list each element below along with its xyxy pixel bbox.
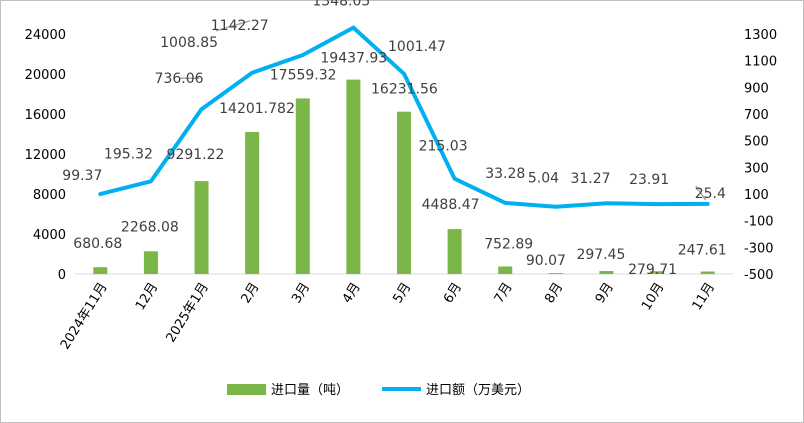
legend: 进口量（吨） 进口额（万美元） [227, 383, 530, 398]
x-axis-tick-label: 10月 [639, 280, 667, 313]
line-series [98, 25, 710, 209]
line-data-label: 1142.27 [211, 18, 269, 34]
right-axis-tick-label: 500 [744, 135, 769, 150]
bar-data-label: 279.71 [628, 262, 677, 278]
right-axis-tick-label: -300 [744, 241, 774, 256]
line-data-label: 23.91 [629, 172, 669, 188]
line-data-label: 99.37 [62, 168, 102, 184]
bar-data-label: 19437.93 [320, 51, 387, 67]
bar-data-label: 247.61 [678, 243, 727, 259]
bar [346, 79, 361, 274]
right-axis-tick-label: 1100 [744, 55, 777, 70]
legend-swatch-bar [227, 384, 266, 395]
bar [93, 267, 108, 274]
bar [245, 131, 260, 274]
right-axis-tick-label: -500 [744, 268, 774, 283]
bar-data-label: 90.07 [526, 253, 566, 269]
bar [143, 251, 158, 274]
left-axis-tick-label: 8000 [33, 188, 66, 203]
line-data-label: 736.06 [155, 71, 204, 87]
bar [700, 271, 715, 274]
legend-label-bar: 进口量（吨） [271, 383, 349, 398]
line-path [98, 25, 710, 209]
bar [194, 181, 209, 274]
bar-data-label: 14201.782 [219, 101, 295, 117]
left-axis-tick-label: 24000 [25, 28, 66, 43]
left-axis-tick-label: 20000 [25, 68, 66, 83]
leader-line [215, 20, 251, 32]
x-axis-tick-label: 5月 [390, 280, 414, 306]
line-data-label: 33.28 [485, 166, 525, 182]
leader-line [695, 185, 707, 201]
left-axis-tick-label: 12000 [25, 148, 66, 163]
right-axis-tick-label: -100 [744, 215, 774, 230]
bar [295, 98, 310, 274]
x-axis-tick-label: 4月 [340, 280, 364, 306]
x-axis-tick-label: 2024年11月 [58, 280, 111, 352]
right-axis-tick-label: 900 [744, 81, 769, 96]
line-data-label: 1008.85 [160, 35, 218, 51]
line-data-label: 1348.05 [312, 0, 370, 10]
bar [650, 271, 665, 274]
x-axis-tick-label: 9月 [593, 280, 617, 306]
right-axis-tick-label: 300 [744, 161, 769, 176]
bar-data-label: 4488.47 [422, 197, 480, 213]
legend-label-line: 进口额（万美元） [426, 383, 530, 398]
right-y-axis: -500 -300 -100 100 300 500 700 900 1100 1300 [744, 28, 777, 283]
x-axis-tick-label: 6月 [441, 280, 465, 306]
x-axis-tick-label: 2月 [239, 280, 263, 306]
left-y-axis: 0 4000 8000 12000 16000 20000 24000 [25, 28, 66, 283]
bar [548, 273, 563, 274]
x-axis-tick-label: 11月 [690, 280, 718, 313]
bar-data-label: 2268.08 [121, 219, 179, 235]
bar-data-label: 16231.56 [371, 82, 438, 98]
line-data-label: 5.04 [528, 171, 559, 187]
x-axis-tick-label: 8月 [542, 280, 566, 306]
x-axis-tick-label: 7月 [492, 280, 516, 306]
bar [447, 229, 462, 274]
x-axis-tick-labels: 2024年11月 12月 2025年1月 2月 3月 4月 5月 6月 7月 8月 9月 10月 11月 [58, 280, 718, 352]
bar [397, 111, 411, 274]
right-axis-tick-label: 100 [744, 188, 769, 203]
x-axis-tick-label: 12月 [133, 280, 161, 313]
leader-lines [179, 20, 707, 201]
bar-data-label: 297.45 [576, 247, 625, 263]
x-axis-tick-label: 3月 [289, 280, 313, 306]
line-data-label: 25.4 [695, 186, 726, 202]
bar-data-label: 752.89 [484, 236, 533, 252]
right-axis-tick-label: 1300 [744, 28, 777, 43]
bar-data-label: 9291.22 [167, 147, 225, 163]
bar [599, 271, 614, 274]
line-data-label: 195.32 [104, 146, 153, 162]
bar-series [93, 79, 715, 274]
bar [498, 266, 513, 274]
bar-data-label: 680.68 [73, 236, 122, 252]
line-data-label: 1001.47 [388, 39, 446, 55]
right-axis-tick-label: 700 [744, 108, 769, 123]
bar-data-label: 17559.32 [270, 67, 337, 83]
left-axis-tick-label: 16000 [25, 108, 66, 123]
line-data-label: 215.03 [419, 139, 468, 155]
line-data-label: 31.27 [570, 171, 610, 187]
left-axis-tick-label: 4000 [33, 228, 66, 243]
left-axis-tick-label: 0 [58, 268, 66, 283]
x-axis-tick-label: 2025年1月 [164, 280, 212, 345]
